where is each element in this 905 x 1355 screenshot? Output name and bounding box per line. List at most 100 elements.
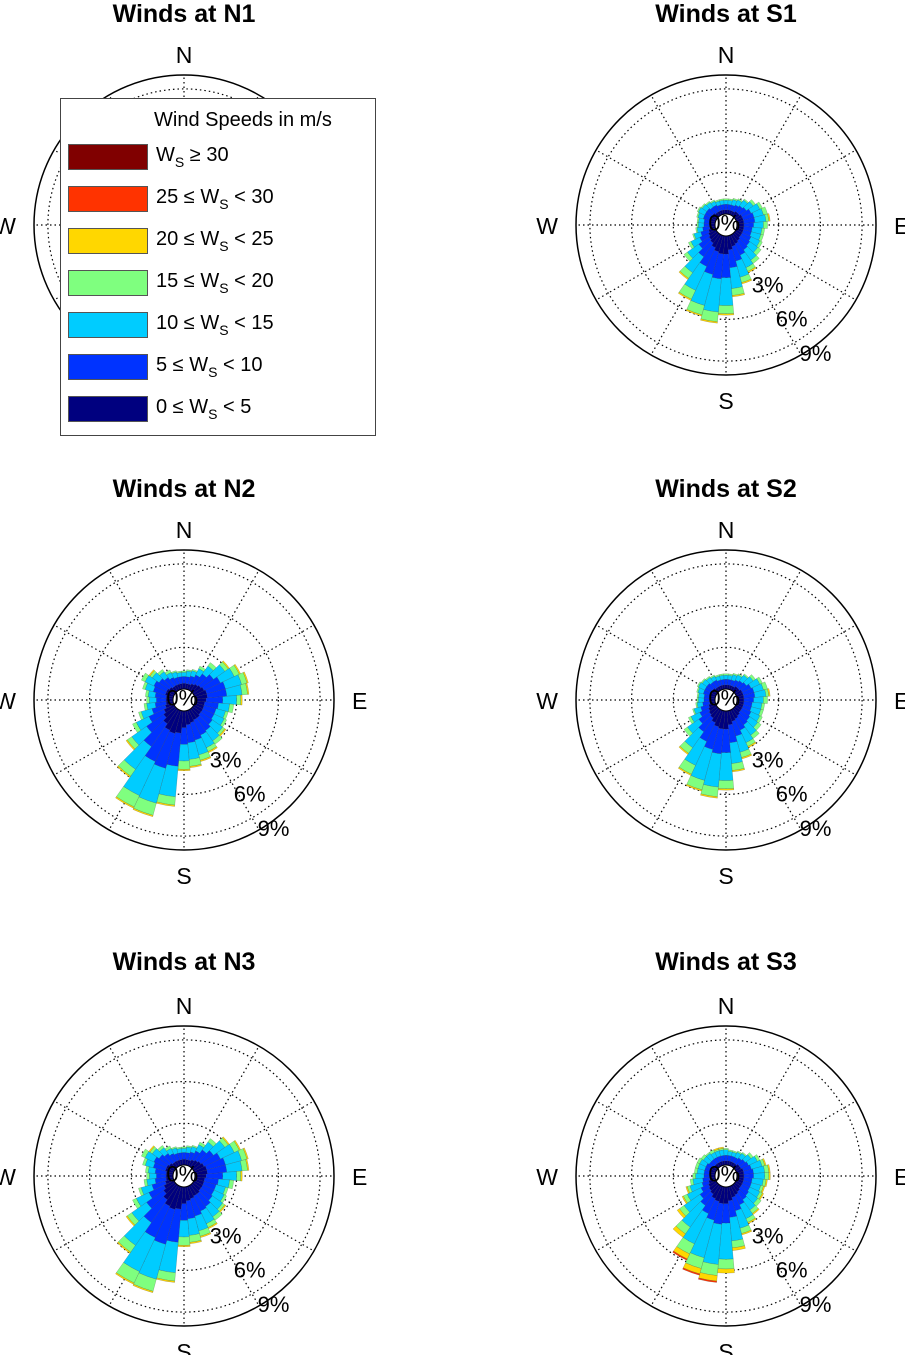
wind-wedge (717, 788, 735, 791)
wind-wedge (181, 1146, 187, 1149)
wind-wedge (181, 672, 187, 677)
wind-wedge (763, 221, 768, 229)
legend-swatch (68, 228, 148, 254)
grid-ring (47, 1039, 321, 1313)
wind-wedge (143, 1179, 149, 1187)
wind-wedge (164, 669, 172, 676)
grid-ring (88, 604, 280, 795)
wind-wedge (228, 703, 234, 714)
wind-wedge (695, 1173, 705, 1179)
wind-wedge (709, 674, 716, 679)
wind-wedge (732, 1245, 746, 1251)
wind-wedge (688, 241, 695, 250)
wind-wedge (125, 1215, 136, 1227)
wind-wedge (689, 1178, 695, 1186)
ring-label: 9% (800, 341, 832, 366)
direction-label-e: E (894, 1164, 905, 1190)
legend-label: 15 ≤ WS < 20 (156, 270, 274, 296)
wind-wedge (115, 1272, 135, 1285)
grid-ring (630, 1080, 821, 1271)
wind-wedge (717, 313, 735, 316)
wind-wedge (683, 251, 693, 262)
wind-wedge (696, 681, 702, 688)
direction-label-w: W (536, 688, 558, 714)
ring-label: 3% (752, 1224, 784, 1249)
legend-swatch (68, 396, 148, 422)
wind-wedge (181, 670, 187, 673)
legend-label-text: 20 ≤ WS < 25 (156, 228, 274, 254)
legend-label: 20 ≤ WS < 25 (156, 228, 274, 254)
legend-swatch (68, 270, 148, 296)
wind-wedge (700, 678, 706, 684)
wind-wedge (678, 291, 692, 301)
ring-label: 9% (800, 1292, 832, 1317)
wind-wedge (132, 808, 154, 817)
direction-label-s: S (176, 1339, 191, 1355)
wind-rose-n3: Winds at N3 N E S W 0% 3% 6% 9% (0, 948, 367, 1355)
wind-wedge (682, 1267, 700, 1276)
wind-rose-s1: Winds at S1 N E S W 0% 3% 6% 9% (536, 0, 905, 414)
grid-spoke (595, 149, 717, 221)
wind-wedge (236, 1170, 242, 1182)
wind-wedge (681, 1195, 688, 1205)
ring-label: 0% (166, 686, 198, 711)
grid-spoke (595, 1100, 717, 1172)
wind-wedge (718, 1146, 724, 1150)
wind-wedge (723, 1149, 729, 1156)
wind-wedge (678, 766, 692, 776)
legend: Wind Speeds in m/s WS ≥ 30 25 ≤ WS < 30 … (60, 98, 376, 436)
wind-wedge (672, 1250, 688, 1261)
wind-wedge (177, 1244, 191, 1247)
outer-circle (33, 1025, 335, 1327)
legend-label-text: WS ≥ 30 (156, 144, 229, 170)
wind-wedge (685, 784, 703, 792)
outer-circle (575, 1025, 877, 1327)
direction-label-s: S (176, 863, 191, 889)
wind-wedge (177, 1236, 191, 1246)
wind-wedge (672, 1225, 686, 1238)
grid-spoke (108, 1045, 180, 1167)
outer-circle (33, 549, 335, 851)
ring-label: 3% (752, 748, 784, 773)
wind-wedge (164, 1145, 172, 1152)
direction-label-e: E (894, 213, 905, 239)
wind-wedge (222, 1171, 237, 1181)
wind-wedge (753, 696, 764, 704)
grid-ring (630, 130, 821, 321)
grid-spoke (650, 94, 722, 216)
grid-spoke (730, 569, 802, 691)
wind-wedge (125, 739, 136, 751)
wind-wedge (141, 672, 150, 683)
wind-wedge (146, 696, 150, 704)
legend-item-ws-20-25: 20 ≤ WS < 25 (68, 227, 274, 255)
grid-spoke (108, 569, 180, 691)
wind-wedge (768, 1171, 771, 1181)
legend-label: 5 ≤ WS < 10 (156, 354, 263, 380)
chart-title: Winds at N3 (113, 948, 256, 976)
wind-wedge (236, 694, 242, 706)
wind-wedge (764, 1172, 770, 1180)
wind-wedge (178, 1220, 190, 1238)
ring-label: 6% (234, 782, 266, 807)
legend-label: 0 ≤ WS < 5 (156, 396, 251, 422)
wind-wedge (245, 682, 250, 695)
wind-wedge (157, 1145, 165, 1152)
wind-wedge (170, 1146, 177, 1150)
ring-label: 0% (708, 1162, 740, 1187)
legend-item-ws-0-5: 0 ≤ WS < 5 (68, 395, 251, 423)
wind-rose-s3: Winds at S3 N E S W 0% 3% 6% 9% (536, 948, 905, 1355)
wind-wedge (705, 200, 711, 206)
ring-label: 6% (776, 782, 808, 807)
legend-swatch (68, 186, 148, 212)
wind-wedge (753, 1172, 765, 1180)
wind-wedge (767, 688, 771, 697)
wind-wedge (695, 702, 699, 709)
chart-title: Winds at N1 (113, 0, 256, 28)
legend-title: Wind Speeds in m/s (154, 109, 332, 131)
direction-label-w: W (536, 213, 558, 239)
ring-label: 3% (210, 1224, 242, 1249)
wind-wedge (732, 768, 745, 773)
grid-ring (630, 604, 821, 795)
wind-wedge (132, 1198, 142, 1209)
grid-ring (47, 563, 321, 837)
